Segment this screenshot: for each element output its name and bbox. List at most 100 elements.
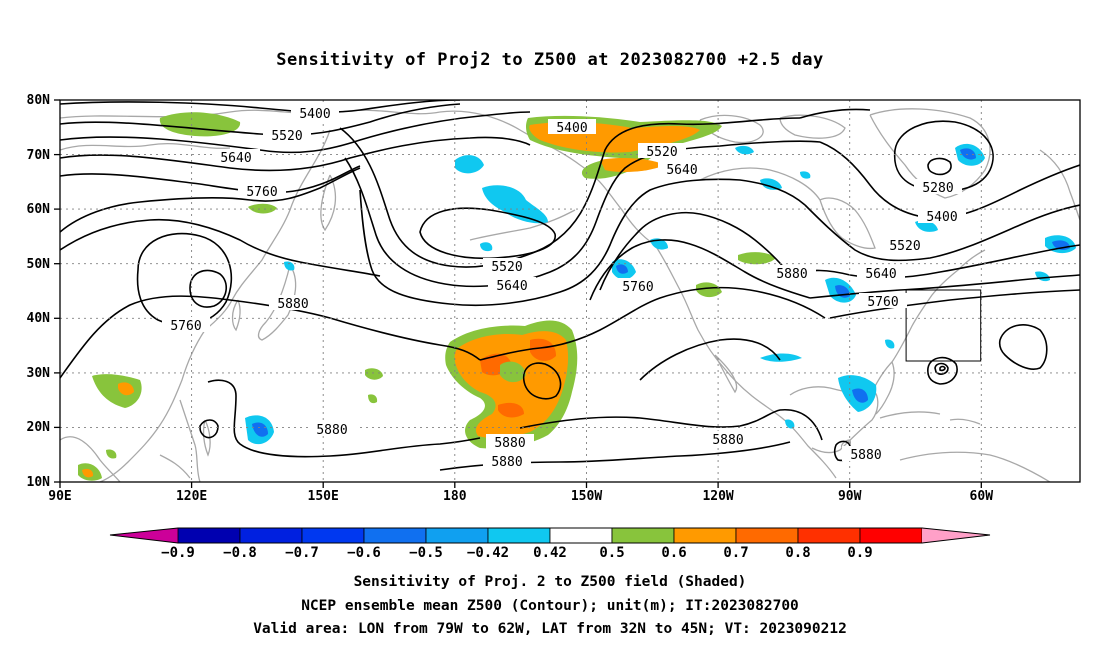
lat-label: 10N — [27, 475, 51, 490]
contour-label: 5640 — [220, 151, 251, 166]
lon-label: 120E — [176, 489, 207, 504]
contour-label: 5880 — [491, 455, 522, 470]
plot-title: Sensitivity of Proj2 to Z500 at 20230827… — [276, 50, 824, 70]
lon-label: 60W — [970, 489, 994, 504]
colorbar-cell — [735, 527, 799, 544]
lon-labels: 90E 120E 150E 180 150W 120W 90W 60W — [48, 489, 993, 504]
colorbar-cell — [177, 527, 241, 544]
colorbar-tick-label: −0.7 — [285, 545, 319, 561]
colorbar-tick-label: 0.6 — [661, 545, 686, 561]
valid-area-box — [905, 289, 982, 362]
contour-label: 5760 — [170, 319, 201, 334]
colorbar-left-arrow — [110, 528, 178, 543]
lon-label: 180 — [443, 489, 467, 504]
sensitivity-shading — [78, 112, 1076, 481]
contour-label: 5880 — [494, 436, 525, 451]
colorbar-tick-label: 0.7 — [723, 545, 748, 561]
contour-label: 5880 — [316, 423, 347, 438]
positive-region — [106, 449, 117, 459]
contour-label: 5880 — [277, 297, 308, 312]
caption-valid-area: Valid area: LON from 79W to 62W, LAT fro… — [253, 621, 847, 637]
colorbar-outline — [109, 527, 991, 544]
colorbar-tick-label: 0.8 — [785, 545, 810, 561]
contour-label: 5520 — [271, 129, 302, 144]
colorbar-cell — [859, 527, 923, 544]
lon-label: 150E — [308, 489, 339, 504]
lon-label: 120W — [702, 489, 733, 504]
colorbar-tick-label: 0.5 — [599, 545, 624, 561]
negative-region — [800, 171, 811, 179]
colorbar-tick-label: −0.6 — [347, 545, 381, 561]
colorbar-tick-label: −0.9 — [161, 545, 195, 561]
lat-label: 40N — [27, 311, 51, 326]
colorbar-tick-label: 0.42 — [533, 545, 567, 561]
lat-label: 30N — [27, 366, 51, 381]
colorbar-cell — [239, 527, 303, 544]
negative-region — [960, 148, 976, 160]
negative-region — [252, 422, 268, 437]
negative-region — [455, 155, 484, 174]
positive-region — [600, 157, 665, 173]
lat-label: 50N — [27, 257, 51, 272]
negative-region — [616, 264, 628, 274]
negative-region — [735, 145, 754, 155]
negative-region — [760, 353, 802, 362]
caption-shading: Sensitivity of Proj. 2 to Z500 field (Sh… — [353, 574, 747, 590]
lat-label: 70N — [27, 148, 51, 163]
positive-region — [82, 468, 94, 478]
lat-label: 80N — [27, 93, 51, 108]
negative-region — [885, 339, 895, 349]
colorbar-right-arrow — [922, 528, 990, 543]
axis-ticks — [54, 99, 982, 488]
contour-label: 5760 — [622, 280, 653, 295]
positive-region — [696, 282, 722, 298]
positive-region — [248, 203, 277, 214]
positive-region — [368, 394, 378, 404]
positive-region — [738, 252, 776, 265]
contour-label: 5280 — [922, 181, 953, 196]
contour-label: 5640 — [666, 163, 697, 178]
colorbar-cell — [611, 527, 675, 544]
colorbar-cell — [797, 527, 861, 544]
negative-region — [915, 220, 938, 232]
contour-label: 5400 — [556, 121, 587, 136]
negative-region — [284, 261, 295, 271]
contour-label: 5880 — [850, 448, 881, 463]
lat-label: 20N — [27, 420, 51, 435]
colorbar-cell — [673, 527, 737, 544]
colorbar-tick-label: 0.9 — [847, 545, 872, 561]
contour-label: 5880 — [712, 433, 743, 448]
contour-label: 5520 — [491, 260, 522, 275]
contour-labels: 5400 5520 5640 5760 5880 5760 5880 5400 … — [162, 105, 966, 470]
colorbar-tick-label: −0.42 — [467, 545, 509, 561]
negative-region — [480, 242, 493, 252]
contour-label: 5520 — [646, 145, 677, 160]
contour-label: 5760 — [867, 295, 898, 310]
negative-region — [785, 419, 795, 429]
colorbar-cell — [301, 527, 365, 544]
lon-label: 150W — [571, 489, 602, 504]
positive-region — [500, 361, 526, 383]
lat-labels: 80N 70N 60N 50N 40N 30N 20N 10N — [27, 93, 51, 490]
lat-label: 60N — [27, 202, 51, 217]
positive-region — [92, 374, 142, 408]
positive-region — [118, 382, 134, 396]
contour-label: 5640 — [496, 279, 527, 294]
positive-region — [498, 402, 524, 418]
contour-label: 5400 — [926, 210, 957, 225]
lon-label: 90W — [838, 489, 862, 504]
positive-region — [365, 368, 383, 380]
map-frame — [59, 99, 1081, 483]
colorbar-cell — [487, 527, 551, 544]
negative-region — [760, 178, 782, 190]
positive-region — [530, 338, 556, 361]
colorbar: −0.9 −0.8 −0.7 −0.6 −0.5 −0.42 0.42 0.5 0.6 0.7 0.… — [109, 527, 991, 561]
colorbar-cell — [363, 527, 427, 544]
colorbar-cell — [549, 527, 613, 544]
contour-label: 5400 — [299, 107, 330, 122]
contour-label: 5520 — [889, 239, 920, 254]
contour-label: 5760 — [246, 185, 277, 200]
colorbar-cell — [425, 527, 489, 544]
contour-label: 5640 — [865, 267, 896, 282]
